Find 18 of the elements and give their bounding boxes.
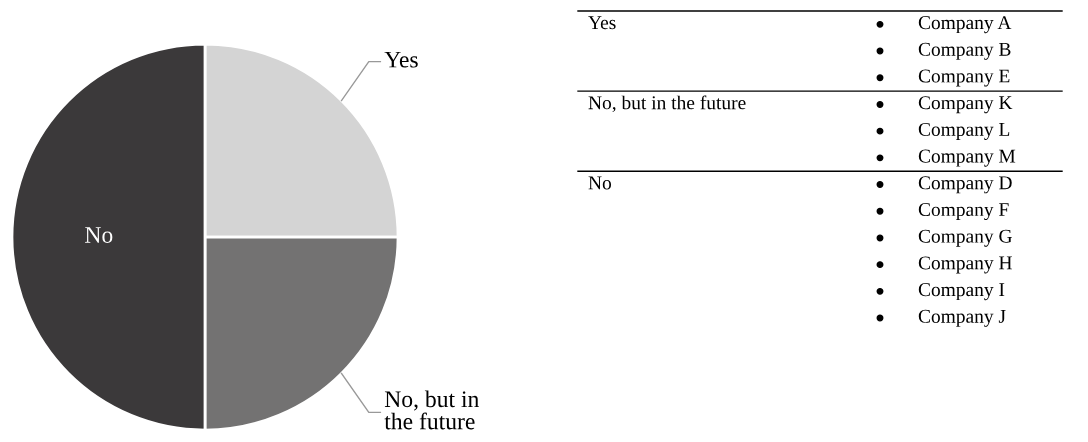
slice-label: No xyxy=(85,227,113,243)
category-label: No xyxy=(588,176,612,190)
slice-label: Yes xyxy=(384,51,418,68)
text: Company I xyxy=(918,283,1005,301)
text: Company G xyxy=(918,229,1012,247)
text: Company M xyxy=(918,149,1016,167)
category-label: No, but in the future xyxy=(588,95,746,113)
text: Company A xyxy=(918,16,1012,34)
text: Company J xyxy=(918,309,1006,327)
slice-label: No, but in the future xyxy=(384,390,479,430)
category-label: Yes xyxy=(588,16,616,30)
text: Company B xyxy=(918,42,1011,60)
text: Company D xyxy=(918,176,1012,194)
text: Company K xyxy=(918,96,1013,114)
text: Company F xyxy=(918,203,1009,221)
text: Company L xyxy=(918,122,1010,140)
text: Company E xyxy=(918,69,1010,87)
text: Company H xyxy=(918,256,1012,274)
